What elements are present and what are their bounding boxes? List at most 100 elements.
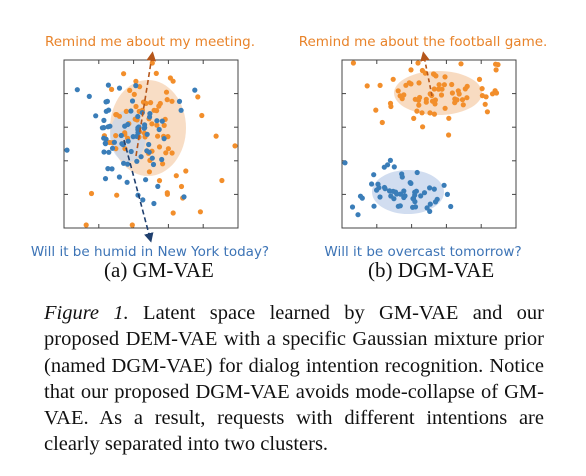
orange-point bbox=[129, 222, 135, 228]
orange-point bbox=[431, 111, 437, 117]
figure-1: Remind me about my meeting. Will it be h… bbox=[31, 34, 547, 282]
blue-point bbox=[147, 111, 153, 117]
orange-point bbox=[170, 210, 176, 216]
orange-point bbox=[123, 108, 129, 114]
orange-point bbox=[109, 86, 115, 92]
orange-point bbox=[146, 169, 152, 175]
caption-lead: Figure 1. bbox=[44, 302, 129, 324]
orange-point bbox=[449, 90, 455, 96]
blue-point bbox=[141, 125, 147, 131]
orange-point bbox=[493, 67, 499, 73]
orange-point bbox=[350, 60, 356, 66]
blue-point bbox=[138, 154, 144, 160]
panel-a-label: (a) GM-VAE bbox=[104, 258, 214, 282]
orange-point bbox=[121, 71, 127, 77]
orange-point bbox=[427, 110, 433, 116]
blue-point bbox=[150, 161, 157, 168]
panel-b-bottom-text: Will it be overcast tomorrow? bbox=[324, 244, 521, 260]
blue-point bbox=[155, 183, 161, 189]
blue-point bbox=[418, 193, 424, 199]
orange-point bbox=[232, 143, 238, 149]
orange-point bbox=[113, 133, 119, 139]
orange-point bbox=[127, 87, 133, 93]
blue-point bbox=[414, 169, 420, 176]
blue-point bbox=[355, 212, 361, 218]
orange-point bbox=[155, 133, 161, 139]
blue-point bbox=[401, 188, 407, 194]
panel-a-ticks bbox=[63, 59, 239, 229]
orange-point bbox=[430, 71, 437, 77]
blue-point bbox=[181, 194, 187, 200]
blue-point bbox=[342, 160, 348, 166]
blue-point bbox=[192, 87, 198, 93]
blue-point bbox=[121, 160, 127, 166]
blue-point bbox=[391, 164, 397, 170]
orange-point bbox=[154, 122, 160, 128]
figure-caption: Figure 1. Latent space learned by GM-VAE… bbox=[44, 300, 544, 458]
blue-point bbox=[125, 138, 131, 144]
blue-point bbox=[359, 195, 365, 201]
blue-point bbox=[413, 188, 419, 194]
blue-point bbox=[116, 85, 123, 91]
orange-point bbox=[151, 107, 157, 113]
orange-point bbox=[458, 61, 464, 67]
orange-point bbox=[416, 102, 422, 108]
blue-point bbox=[371, 172, 377, 178]
blue-point bbox=[93, 113, 99, 119]
orange-point bbox=[379, 119, 385, 126]
blue-point bbox=[64, 147, 70, 153]
panel-b-label: (b) DGM-VAE bbox=[368, 258, 495, 282]
blue-point bbox=[128, 148, 134, 155]
blue-point bbox=[427, 201, 433, 207]
blue-point bbox=[146, 141, 152, 148]
blue-point bbox=[144, 148, 150, 154]
blue-point bbox=[374, 187, 380, 193]
blue-point bbox=[431, 186, 437, 192]
orange-point bbox=[441, 82, 447, 88]
orange-point bbox=[373, 107, 379, 113]
orange-point bbox=[197, 209, 203, 215]
blue-point bbox=[143, 177, 149, 183]
orange-point bbox=[164, 191, 170, 197]
blue-point bbox=[154, 118, 160, 124]
blue-point bbox=[421, 190, 428, 196]
blue-point bbox=[394, 191, 400, 197]
blue-point bbox=[135, 127, 141, 133]
panel-a-blue-arrow bbox=[123, 139, 154, 243]
blue-point bbox=[144, 131, 150, 137]
orange-point bbox=[442, 74, 448, 80]
blue-point bbox=[103, 136, 109, 142]
blue-point bbox=[371, 203, 377, 209]
blue-point bbox=[102, 140, 108, 146]
orange-point bbox=[476, 76, 483, 82]
orange-point bbox=[173, 173, 179, 179]
orange-point bbox=[416, 80, 422, 86]
orange-point bbox=[107, 139, 113, 146]
blue-point bbox=[103, 99, 109, 105]
blue-point bbox=[178, 107, 184, 113]
blue-point bbox=[397, 203, 403, 209]
orange-point bbox=[164, 97, 170, 103]
orange-point bbox=[114, 192, 120, 198]
orange-point bbox=[414, 108, 420, 114]
blue-point bbox=[161, 136, 167, 142]
blue-point bbox=[134, 158, 140, 164]
orange-point bbox=[183, 168, 189, 174]
blue-point bbox=[407, 180, 413, 186]
orange-point bbox=[452, 96, 458, 102]
blue-point bbox=[410, 195, 417, 202]
orange-point bbox=[423, 99, 429, 105]
blue-point bbox=[388, 193, 394, 199]
blue-point bbox=[135, 113, 141, 120]
blue-point bbox=[86, 93, 92, 99]
blue-point bbox=[74, 87, 80, 93]
orange-point bbox=[88, 190, 95, 197]
orange-point bbox=[408, 67, 414, 73]
blue-point bbox=[105, 124, 111, 130]
blue-point bbox=[99, 125, 105, 131]
blue-point bbox=[125, 121, 131, 128]
orange-point bbox=[479, 86, 485, 92]
blue-point bbox=[106, 149, 112, 155]
blue-point bbox=[427, 185, 433, 191]
blue-point bbox=[382, 186, 388, 192]
